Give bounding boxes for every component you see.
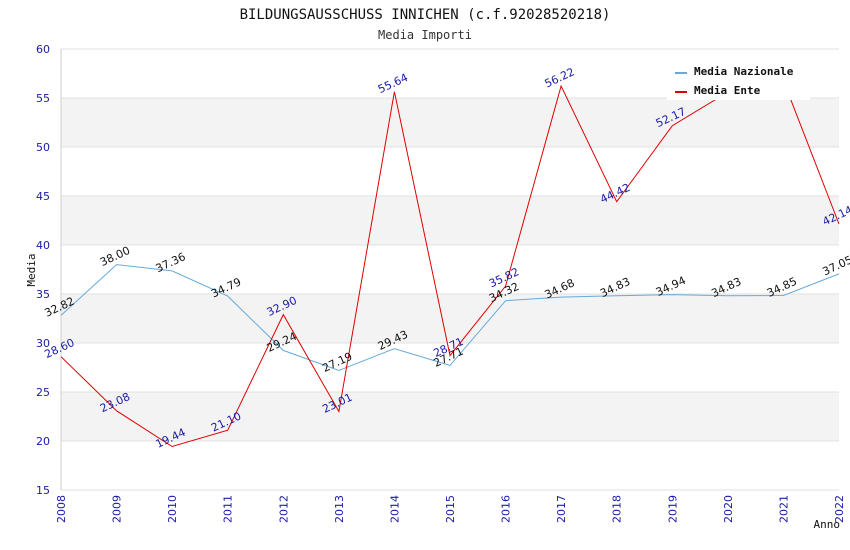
legend-label-ente: Media Ente <box>694 84 761 97</box>
grid-band <box>61 294 839 343</box>
x-tick-label: 2012 <box>277 495 290 523</box>
y-tick-label: 20 <box>36 435 50 448</box>
y-axis-label: Media <box>25 253 38 286</box>
series-line-nazionale <box>60 264 840 372</box>
grid-bands <box>61 48 839 491</box>
grid-band <box>61 98 839 147</box>
y-tick-label: 45 <box>36 190 50 203</box>
x-tick-label: 2020 <box>722 495 735 523</box>
y-ticks: 15 20 25 30 35 40 45 50 55 60 <box>36 43 50 497</box>
x-ticks: 2008 2009 2010 2011 2012 2013 2014 2015 2016 2017… <box>55 495 846 523</box>
x-axis-label: Anno <box>814 518 841 531</box>
chart-subtitle: Media Importi <box>378 28 472 42</box>
legend-background <box>667 58 810 100</box>
y-tick-label: 15 <box>36 484 50 497</box>
y-tick-label: 50 <box>36 141 50 154</box>
y-tick-label: 25 <box>36 386 50 399</box>
x-tick-label: 2017 <box>555 495 568 523</box>
x-tick-label: 2008 <box>55 495 68 523</box>
grid-band <box>61 392 839 441</box>
x-tick-label: 2015 <box>444 495 457 523</box>
chart-title: BILDUNGSAUSSCHUSS INNICHEN (c.f.92028520… <box>240 7 611 23</box>
x-tick-label: 2009 <box>111 495 124 523</box>
y-tick-label: 30 <box>36 337 50 350</box>
x-tick-label: 2019 <box>666 495 679 523</box>
grid-band <box>61 343 839 392</box>
x-tick-label: 2018 <box>611 495 624 523</box>
series-lines <box>60 80 840 448</box>
legend: Media Nazionale Media Ente <box>667 58 810 100</box>
y-tick-label: 55 <box>36 92 50 105</box>
x-tick-label: 2010 <box>166 495 179 523</box>
x-tick-label: 2013 <box>333 495 346 523</box>
grid-band <box>61 245 839 294</box>
x-tick-label: 2014 <box>388 495 401 523</box>
grid-band <box>61 441 839 490</box>
x-tick-label: 2016 <box>500 495 513 523</box>
series-line-ente <box>60 80 840 448</box>
y-tick-label: 60 <box>36 43 50 56</box>
y-tick-label: 40 <box>36 239 50 252</box>
x-tick-label: 2011 <box>222 495 235 523</box>
grid-band <box>61 196 839 245</box>
x-tick-label: 2022 <box>833 495 846 523</box>
x-tick-label: 2021 <box>777 495 790 523</box>
y-tick-label: 35 <box>36 288 50 301</box>
legend-label-nazionale: Media Nazionale <box>694 65 794 78</box>
grid-band <box>61 147 839 196</box>
